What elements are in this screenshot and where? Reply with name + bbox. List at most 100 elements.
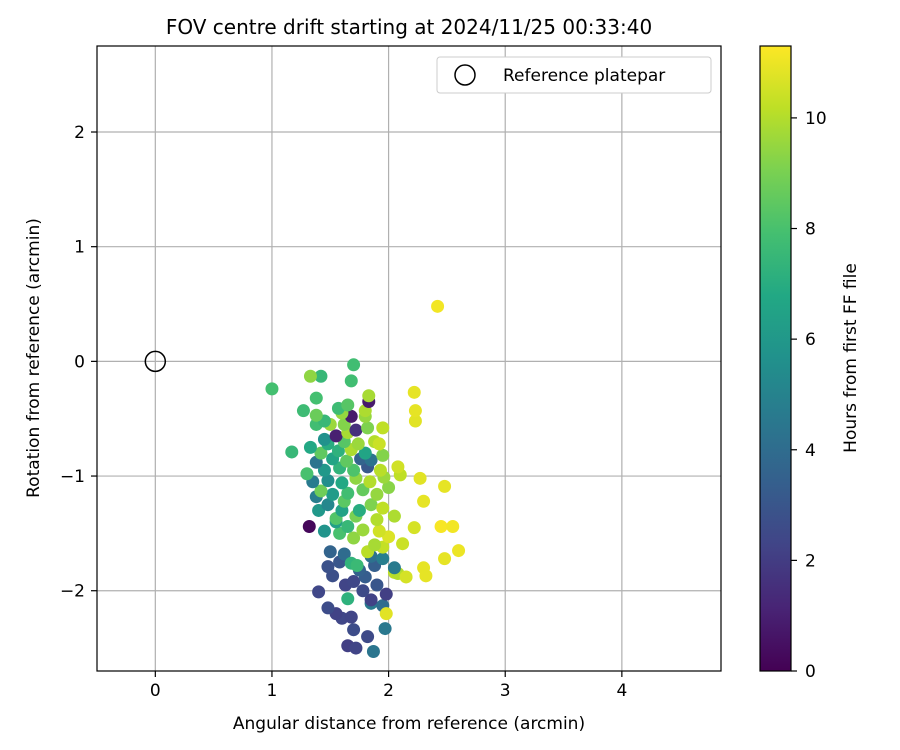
data-point bbox=[438, 552, 452, 566]
x-tick-label: 3 bbox=[500, 681, 511, 701]
y-tick-label: −2 bbox=[60, 582, 85, 602]
y-tick-label: 2 bbox=[74, 123, 85, 143]
data-point bbox=[376, 448, 390, 462]
data-point bbox=[317, 432, 331, 446]
colorbar-ticks: 0 2 4 6 8 10 bbox=[791, 109, 827, 682]
data-point bbox=[344, 374, 358, 388]
data-point bbox=[349, 641, 363, 655]
x-tick-label: 2 bbox=[383, 681, 394, 701]
data-point bbox=[372, 437, 386, 451]
data-point bbox=[399, 570, 413, 584]
data-point bbox=[335, 476, 349, 490]
data-points bbox=[265, 299, 466, 659]
data-point bbox=[379, 587, 393, 601]
data-point bbox=[309, 391, 323, 405]
reference-platepar-marker bbox=[144, 350, 167, 373]
legend-label: Reference platepar bbox=[503, 66, 665, 86]
data-point bbox=[321, 601, 335, 615]
data-point bbox=[303, 369, 317, 383]
data-point bbox=[356, 584, 370, 598]
data-point bbox=[379, 607, 393, 621]
data-point bbox=[347, 623, 361, 637]
data-point bbox=[347, 358, 361, 372]
colorbar-label: Hours from first FF file bbox=[841, 263, 861, 453]
legend-box bbox=[436, 56, 712, 94]
data-point bbox=[347, 463, 361, 477]
data-point bbox=[396, 537, 410, 551]
data-point bbox=[370, 487, 384, 501]
data-point bbox=[373, 463, 387, 477]
data-point bbox=[372, 524, 386, 538]
chart-title: FOV centre drift starting at 2024/11/25 … bbox=[166, 15, 652, 39]
data-point bbox=[309, 408, 323, 422]
data-point bbox=[366, 645, 380, 659]
data-point bbox=[376, 501, 390, 515]
data-point bbox=[370, 578, 384, 592]
data-point bbox=[376, 421, 390, 435]
x-axis-ticks: 0 1 2 3 4 bbox=[150, 671, 627, 701]
data-point bbox=[434, 520, 448, 534]
data-point bbox=[329, 429, 343, 443]
data-point bbox=[285, 445, 299, 459]
data-point bbox=[317, 463, 331, 477]
plot-area bbox=[97, 46, 721, 671]
data-point bbox=[364, 593, 378, 607]
data-point bbox=[312, 585, 326, 599]
y-tick-label: −1 bbox=[60, 467, 85, 487]
data-point bbox=[358, 446, 372, 460]
plot-frame bbox=[96, 45, 722, 672]
x-tick-label: 0 bbox=[150, 681, 161, 701]
data-point bbox=[382, 530, 396, 544]
data-point bbox=[391, 460, 405, 474]
data-point bbox=[321, 474, 335, 488]
colorbar-tick-label: 2 bbox=[805, 551, 816, 571]
data-point bbox=[382, 481, 396, 495]
x-axis-label: Angular distance from reference (arcmin) bbox=[233, 714, 585, 734]
data-point bbox=[361, 421, 375, 435]
data-point bbox=[407, 385, 421, 399]
data-point bbox=[378, 622, 392, 636]
data-point bbox=[431, 299, 445, 313]
data-point bbox=[323, 545, 337, 559]
data-point bbox=[317, 524, 331, 538]
colorbar-tick-label: 8 bbox=[805, 220, 816, 240]
data-point bbox=[326, 487, 340, 501]
data-point bbox=[300, 467, 314, 481]
y-tick-label: 0 bbox=[74, 352, 85, 372]
data-point bbox=[337, 547, 351, 561]
colorbar-tick-label: 4 bbox=[805, 441, 816, 461]
data-point bbox=[321, 560, 335, 574]
data-point bbox=[356, 523, 370, 537]
data-point bbox=[312, 503, 326, 517]
data-point bbox=[417, 494, 431, 508]
data-point bbox=[362, 389, 376, 403]
data-point bbox=[351, 437, 365, 451]
data-point bbox=[314, 446, 328, 460]
data-point bbox=[387, 561, 401, 575]
data-point bbox=[321, 498, 335, 512]
colorbar-tick-label: 0 bbox=[805, 662, 816, 682]
data-point bbox=[419, 569, 433, 583]
data-point bbox=[341, 520, 355, 534]
data-point bbox=[413, 471, 427, 485]
x-tick-label: 4 bbox=[616, 681, 627, 701]
legend-marker bbox=[454, 64, 476, 86]
data-point bbox=[407, 521, 421, 535]
data-point bbox=[314, 484, 328, 498]
data-point bbox=[376, 552, 390, 566]
data-point bbox=[408, 404, 422, 418]
data-point bbox=[452, 544, 466, 558]
data-point bbox=[265, 382, 279, 396]
data-point bbox=[363, 475, 377, 489]
x-tick-label: 1 bbox=[267, 681, 278, 701]
data-point bbox=[408, 414, 422, 428]
data-point bbox=[361, 630, 375, 644]
data-point bbox=[344, 610, 358, 624]
data-point bbox=[303, 440, 317, 454]
data-point bbox=[364, 498, 378, 512]
data-point bbox=[341, 486, 355, 500]
data-point bbox=[387, 509, 401, 523]
data-point bbox=[302, 520, 316, 534]
data-point bbox=[446, 520, 460, 534]
